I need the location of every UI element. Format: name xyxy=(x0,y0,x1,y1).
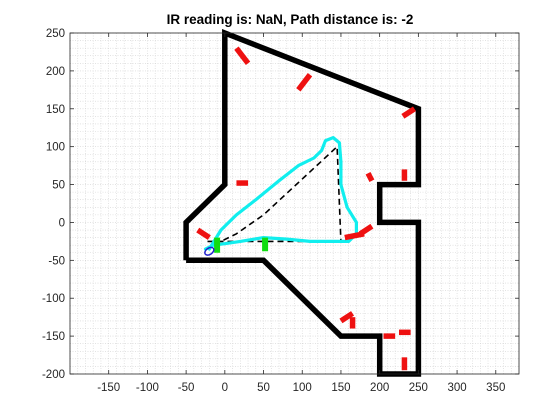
x-tick-label: 200 xyxy=(370,382,389,394)
y-tick-label: -200 xyxy=(42,369,65,381)
x-tick-label: -50 xyxy=(178,382,195,394)
y-tick-label: -150 xyxy=(42,331,65,343)
x-tick-label: 350 xyxy=(486,382,505,394)
y-tick-label: 200 xyxy=(46,66,65,78)
target-segment xyxy=(401,106,416,119)
y-tick-label: 0 xyxy=(59,217,65,229)
x-tick-label: -150 xyxy=(97,382,120,394)
target-segment xyxy=(234,46,251,65)
x-tick-label: 0 xyxy=(222,382,228,394)
tick-marks xyxy=(70,32,519,375)
axes-border xyxy=(69,32,520,375)
target-segment xyxy=(196,227,211,240)
axes-frame xyxy=(69,32,520,375)
target-segment xyxy=(365,171,375,183)
x-tick-label: 150 xyxy=(331,382,350,394)
wall-outline xyxy=(183,28,422,377)
x-tick-label: 100 xyxy=(293,382,312,394)
robot-marker xyxy=(204,246,215,256)
y-tick-label: 100 xyxy=(46,142,65,154)
y-tick-label: 50 xyxy=(52,180,65,192)
y-tick-label: -100 xyxy=(42,293,65,305)
y-tick-label: -50 xyxy=(48,255,65,267)
plot-series xyxy=(183,28,422,377)
x-tick-label: -100 xyxy=(136,382,159,394)
target-segment xyxy=(339,311,355,324)
x-tick-label: 250 xyxy=(409,382,428,394)
y-tick-label: 150 xyxy=(46,104,65,116)
y-tick-label: 250 xyxy=(46,28,65,40)
target-segment xyxy=(296,73,313,92)
tick-labels: -150 -100 -50 0 50 100 150 200 250 300 350 -200 -150… xyxy=(42,28,505,394)
x-tick-label: 50 xyxy=(257,382,270,394)
plot-title: IR reading is: NaN, Path distance is: -2 xyxy=(167,12,414,27)
target-segment xyxy=(344,231,365,241)
x-tick-label: 300 xyxy=(447,382,466,394)
grid-lines xyxy=(69,32,520,375)
